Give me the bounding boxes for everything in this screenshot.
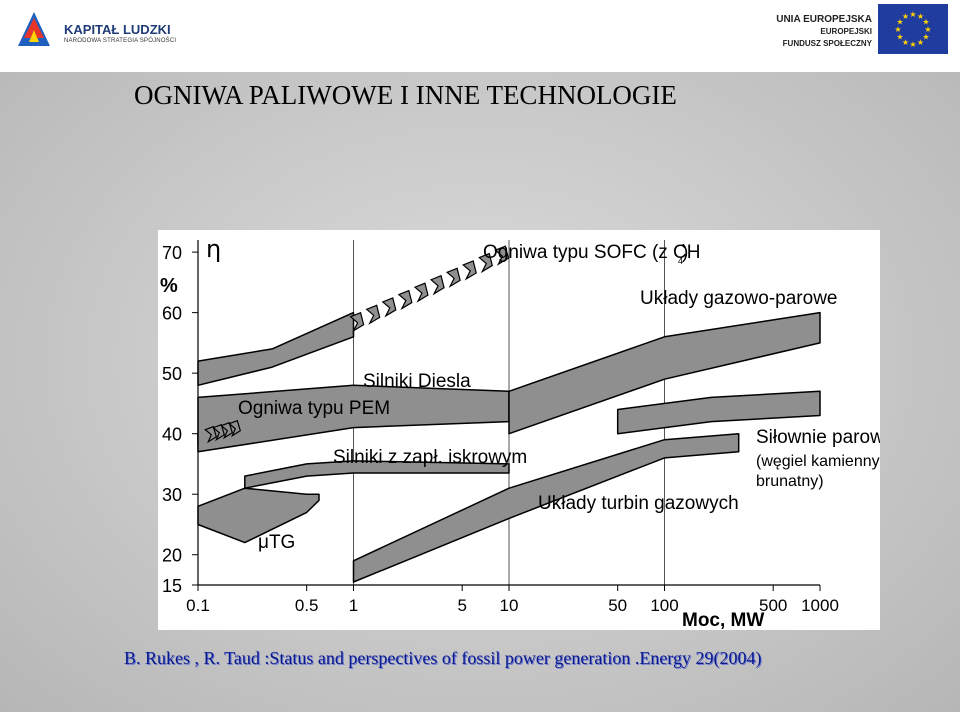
slide-title: OGNIWA PALIWOWE I INNE TECHNOLOGIE [134, 80, 677, 110]
sofc-projection-chevron [494, 245, 510, 266]
eu-star-icon: ★ [922, 33, 929, 42]
x-tick-label: 10 [500, 596, 519, 615]
sofc-projection-chevron [462, 260, 477, 281]
eu-text-line3: FUNDUSZ SPOŁECZNY [782, 39, 872, 48]
y-tick-label: 60 [162, 304, 182, 324]
sofc-projection-chevron [397, 289, 413, 311]
x-tick-label: 0.5 [295, 596, 319, 615]
kapital-ludzki-logo: KAPITAŁ LUDZKI NARODOWA STRATEGIA SPÓJNO… [12, 8, 212, 58]
x-tick-label: 50 [608, 596, 627, 615]
sofc-projection-chevron [429, 274, 445, 296]
eu-star-icon: ★ [922, 18, 929, 27]
eu-logo-text: UNIA EUROPEJSKA EUROPEJSKI FUNDUSZ SPOŁE… [776, 14, 872, 50]
efficiency-chart: 15 20 30 40 50 60 70 0.1 0.5 1 5 10 50 100 500 1000 η% Mo… [158, 230, 880, 630]
label-sofc: Ogniwa typu SOFC (z CH [483, 242, 701, 263]
label-sofc-subscript: 4 [678, 256, 683, 266]
efficiency-band [244, 460, 510, 489]
eu-star-icon: ★ [894, 25, 901, 34]
kapital-ludzki-emblem-icon [12, 8, 56, 52]
x-tick-label: 5 [457, 596, 466, 615]
header-bar: KAPITAŁ LUDZKI NARODOWA STRATEGIA SPÓJNO… [0, 0, 960, 72]
efficiency-band [197, 487, 320, 544]
sofc-projection-chevron [365, 304, 381, 325]
y-tick-label: 30 [162, 485, 182, 505]
pem-projection-chevron [220, 421, 234, 440]
eu-star-icon: ★ [917, 12, 924, 21]
eu-star-icon: ★ [902, 12, 909, 21]
efficiency-band [616, 390, 821, 435]
eu-text-line1: UNIA EUROPEJSKA [776, 14, 872, 25]
citation: B. Rukes , R. Taud :Status and perspecti… [124, 648, 762, 668]
y-tick-label: 70 [162, 243, 182, 263]
x-tick-label: 0.1 [186, 596, 210, 615]
eu-star-icon: ★ [902, 38, 909, 47]
left-logo-title: KAPITAŁ LUDZKI [64, 22, 171, 37]
label-steam-plants: Siłownie parowe [756, 427, 880, 448]
x-tick-label: 1 [349, 596, 358, 615]
eu-star-icon: ★ [896, 18, 903, 27]
eu-logo: UNIA EUROPEJSKA EUROPEJSKI FUNDUSZ SPOŁE… [748, 4, 948, 60]
label-steam-plants-line3: brunatny) [756, 473, 824, 490]
eu-star-icon: ★ [909, 10, 916, 19]
y-tick-label: 40 [162, 425, 182, 445]
y-tick-label: 15 [162, 576, 182, 596]
sofc-projection-chevron [478, 252, 493, 274]
y-axis-label: η [206, 235, 221, 263]
label-micro-turbine: μTG [258, 532, 295, 553]
pem-projection-chevron [228, 419, 242, 438]
x-tick-label: 500 [759, 596, 787, 615]
label-steam-plants-line2: (węgiel kamienny i [756, 453, 880, 470]
label-pem: Ogniwa typu PEM [238, 398, 390, 419]
eu-text-line2: EUROPEJSKI [820, 27, 872, 36]
y-axis-unit: % [160, 275, 178, 297]
label-sofc-close: ) [682, 242, 688, 263]
sofc-projection-chevron [445, 267, 461, 288]
y-tick-label: 50 [162, 364, 182, 384]
eu-star-icon: ★ [924, 25, 931, 34]
eu-star-icon: ★ [896, 33, 903, 42]
sofc-projection-chevron [413, 282, 429, 303]
eu-star-icon: ★ [917, 38, 924, 47]
x-tick-label: 1000 [801, 596, 839, 615]
left-logo-subtitle: NARODOWA STRATEGIA SPÓJNOŚCI [64, 38, 177, 44]
efficiency-band [508, 311, 821, 435]
pem-projection-chevron [204, 425, 218, 444]
pem-projection-chevron [212, 423, 226, 442]
efficiency-band [352, 432, 740, 583]
sofc-projection-chevron [381, 297, 397, 318]
label-gas-turbines: Układy turbin gazowych [538, 493, 739, 514]
label-diesel: Silniki Diesla [363, 371, 471, 392]
label-spark-ignition: Silniki z zapł. iskrowym [333, 447, 527, 468]
x-tick-label: 100 [650, 596, 678, 615]
x-axis-label: Moc, MW [682, 610, 764, 630]
y-tick-label: 20 [162, 546, 182, 566]
eu-star-icon: ★ [909, 40, 916, 49]
sofc-projection-chevron [349, 311, 365, 333]
efficiency-band [197, 311, 355, 387]
eu-flag-icon: ★ ★ ★ ★ ★ ★ ★ ★ ★ ★ ★ ★ [878, 4, 948, 54]
label-gas-steam: Układy gazowo-parowe [640, 288, 838, 309]
